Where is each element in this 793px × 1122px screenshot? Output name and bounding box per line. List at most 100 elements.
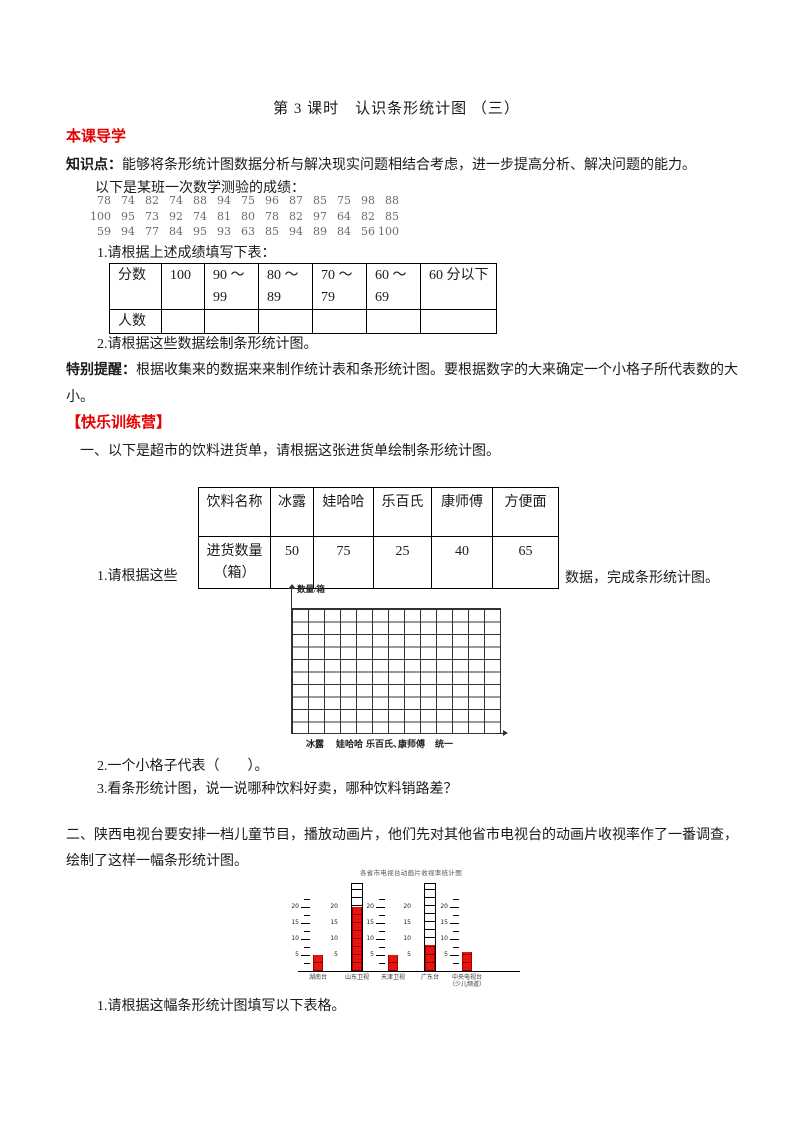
qty-value-cell: 25 [373,536,432,589]
ruler-tick-number: 15 [440,919,448,926]
bar [388,955,398,971]
score-row: 100 95 73 92 74 81 80 78 82 97 64 82 85 [87,210,399,226]
grid-x-label: 乐百氏、 [366,739,403,749]
bar-x-label: 山东卫视 [344,975,369,981]
ruler-minor-tick [379,915,385,916]
special-reminder: 特别提醒：根据收集来的数据来来制作统计表和条形统计图。要根据数字的大来确定一个小… [66,357,746,411]
ruler-minor-tick [453,931,459,932]
ruler-major-tick [301,955,310,956]
score-value: 94 [289,225,303,238]
ruler-tick-number: 15 [366,919,374,926]
score-value: 100 [90,209,111,223]
ruler-tick-number: 10 [366,935,374,942]
bar-x-label: 湖南台 [308,975,327,981]
qty-value-cell: 75 [313,536,374,589]
score-value: 81 [217,209,231,223]
drink-table-qty-row: 进货数量 （箱） 50 75 25 40 65 [198,536,559,589]
chart-grid[interactable] [292,608,501,734]
qty-value-cell: 50 [270,536,314,589]
ruler-major-tick [301,907,310,908]
ruler-minor-tick [453,947,459,948]
grid-x-label: 冰露 [306,739,325,749]
score-value: 93 [217,225,231,238]
score-value: 63 [241,225,255,238]
grid-x-label: 统一 [435,739,454,749]
count-empty-cell[interactable] [161,309,205,334]
question-1: 1.请根据上述成绩填写下表： [97,246,276,261]
score-value: 88 [193,194,207,207]
part1-q1-right: 数据，完成条形统计图。 [565,571,719,586]
count-row-label: 人数 [109,309,162,334]
part1-q1-left: 1.请根据这些 [97,569,178,584]
ruler-minor-tick [453,899,459,900]
count-empty-cell[interactable] [312,309,367,334]
ruler-minor-tick [379,899,385,900]
ruler-major-tick [450,939,459,940]
score-range-cell: 100 [161,263,205,310]
score-value: 77 [145,225,159,238]
ruler-tick-number: 15 [291,919,299,926]
score-range-cell: 90 ～ 99 [204,263,259,310]
question-2: 2.请根据这些数据绘制条形统计图。 [97,337,318,352]
ruler-major-tick [376,923,385,924]
score-value: 94 [217,194,231,207]
part1-q3: 3.看条形统计图，说一说哪种饮料好卖，哪种饮料销路差？ [97,782,458,797]
drink-name-cell: 冰露 [270,487,314,537]
cell-line: 69 [375,290,389,305]
qty-value-cell: 40 [431,536,493,589]
ruler-tick-number: 20 [330,903,338,910]
score-range-cell: 70 ～ 79 [312,263,367,310]
score-row: 78 74 82 74 88 94 75 96 87 85 75 98 88 [87,194,399,210]
ruler-major-tick [376,939,385,940]
ruler-minor-tick [304,947,310,948]
bar-x-label: 中央电视台（少儿频道） [448,975,485,988]
ruler-tick-number: 5 [370,951,374,958]
score-value: 82 [145,194,159,207]
cell-line: 90 ～ [213,268,245,283]
ruler-tick-number: 20 [403,903,411,910]
cell-line: 80 ～ [267,268,299,283]
drink-name-cell: 方便面 [492,487,559,537]
ruler-tick-number: 5 [444,951,448,958]
bar-chart-title: 各省市电视台动画片收视率统计图 [360,870,462,877]
ruler-tick-number: 20 [440,903,448,910]
ruler-major-tick [450,923,459,924]
score-value: 82 [289,209,303,223]
knowledge-point-line: 知识点：能够将条形统计图数据分析与解决现实问题相结合考虑，进一步提高分析、解决问… [66,155,696,177]
cell-line: 89 [267,290,281,305]
score-value: 74 [193,209,207,223]
drink-name-cell: 乐百氏 [373,487,432,537]
section-heading-training: 【快乐训练营】 [66,415,172,431]
count-empty-cell[interactable] [258,309,313,334]
count-empty-cell[interactable] [420,309,497,334]
cell-line: 分数 [118,268,146,283]
score-range-cell: 80 ～ 89 [258,263,313,310]
drink-name-cell: 娃哈哈 [313,487,374,537]
count-empty-cell[interactable] [204,309,259,334]
knowledge-point-label: 知识点： [66,158,122,173]
bar [425,945,435,971]
score-value: 95 [193,225,207,238]
ruler-tick-number: 20 [366,903,374,910]
grid-x-label: 娃哈哈 [336,739,364,749]
score-value: 89 [313,225,327,238]
score-value: 78 [97,194,111,207]
empty-bar-chart-grid: 数量/箱 冰露 娃哈哈 乐百氏、 康师傅 统一 [285,584,520,757]
x-axis-arrow-icon [503,730,508,736]
bar [462,951,472,971]
ruler-tick-number: 5 [334,951,338,958]
score-value: 73 [145,209,159,223]
score-value: 56 [361,225,375,238]
bar [313,955,323,971]
section-heading-lead: 本课导学 [66,129,127,145]
ruler-minor-tick [304,915,310,916]
score-value: 78 [265,209,279,223]
ruler-minor-tick [304,899,310,900]
score-value: 80 [241,209,255,223]
count-empty-cell[interactable] [366,309,421,334]
qty-value-cell: 65 [492,536,559,589]
bar [352,907,362,971]
drink-table-corner-cell: 饮料名称 [198,487,271,537]
bar-chart-baseline [298,971,520,972]
score-value: 96 [265,194,279,207]
